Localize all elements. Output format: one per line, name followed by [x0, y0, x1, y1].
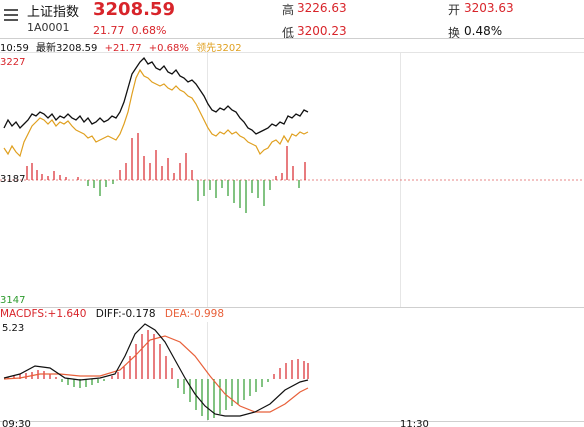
axis-time-start: 09:30	[2, 419, 31, 427]
legend-time: 10:59	[0, 43, 29, 54]
low-label: 低	[282, 26, 295, 40]
axis-macd-top: 5.23	[2, 323, 25, 334]
axis-price-top: 3227	[0, 57, 26, 68]
price-change: 21.77 0.68%	[93, 24, 166, 37]
open-label: 开	[448, 3, 461, 17]
legend-leader: 领先3202	[196, 43, 242, 54]
index-code: 1A0001	[27, 21, 70, 34]
high-value: 3226.63	[297, 1, 347, 15]
legend-change-pct: +0.68%	[148, 43, 189, 54]
axis-price-mid: 3187	[0, 174, 26, 185]
legend-change: +21.77	[104, 43, 142, 54]
macd-value: MACDFS:+1.640	[0, 308, 87, 320]
turnover-value: 0.48%	[464, 24, 503, 38]
high-label: 高	[282, 3, 295, 17]
axis-time-mid: 11:30	[400, 419, 429, 427]
diff-value: DIFF:-0.178	[95, 308, 156, 320]
change-pct: 0.68%	[131, 24, 167, 37]
change-abs: 21.77	[93, 24, 125, 37]
quote-header: 上证指数 1A0001 3208.59 21.77 0.68% 高 3226.6…	[0, 0, 584, 40]
index-name: 上证指数	[27, 5, 80, 20]
low-value: 3200.23	[297, 24, 347, 38]
menu-icon[interactable]	[2, 6, 20, 22]
chart-legend: 10:59 最新3208.59 +21.77 +0.68% 领先3202	[0, 39, 246, 54]
axis-price-bottom: 3147	[0, 295, 26, 306]
open-value: 3203.63	[464, 1, 514, 15]
intraday-chart[interactable]: 10:59 最新3208.59 +21.77 +0.68% 领先3202 322…	[0, 38, 584, 427]
chart-canvas	[0, 38, 584, 422]
legend-latest: 最新3208.59	[36, 43, 98, 54]
dea-value: DEA:-0.998	[164, 308, 225, 320]
current-price: 3208.59	[93, 0, 175, 20]
macd-legend: MACDFS:+1.640 DIFF:-0.178 DEA:-0.998	[0, 308, 230, 320]
turnover-label: 换	[448, 26, 461, 40]
